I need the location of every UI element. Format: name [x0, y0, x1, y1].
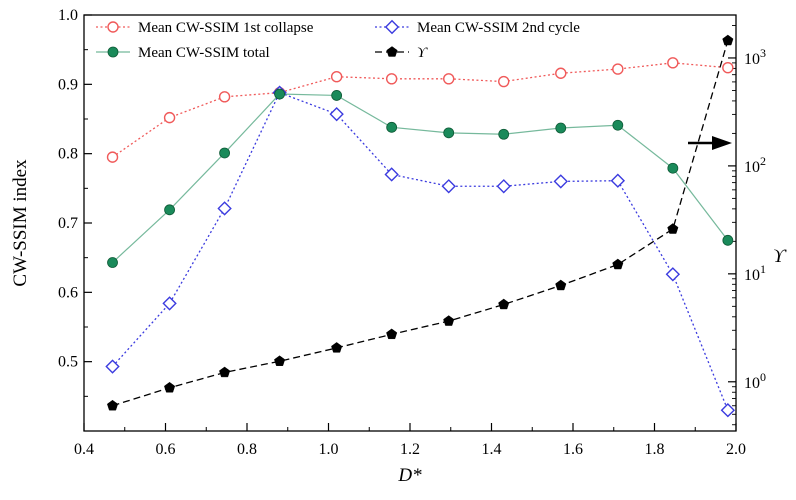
x-tick-label: 0.6: [156, 441, 176, 458]
data-point: [386, 46, 398, 57]
axis-labels: 0.4 0.6 0.8 1.0 1.2 1.4 1.6 1.8 2.0 0.5 0.6 0.7 0.8 0…: [10, 7, 787, 486]
x-tick-label: 0.8: [237, 441, 257, 458]
series-2: [105, 85, 736, 418]
data-point: [386, 121, 398, 133]
y2-axis-title: ϒ: [773, 246, 787, 267]
data-point: [330, 71, 343, 83]
data-point: [218, 91, 231, 103]
data-point: [612, 119, 624, 131]
data-point: [610, 173, 626, 188]
data-point: [722, 234, 734, 246]
legend-item-4: ϒ: [375, 45, 428, 61]
data-point: [164, 204, 175, 216]
data-point: [163, 111, 176, 124]
series-line: [112, 62, 728, 158]
y2-tick-label: 101: [744, 262, 766, 284]
x-tick-label: 0.4: [74, 441, 94, 458]
data-point: [667, 162, 679, 174]
data-point: [219, 147, 230, 159]
series-4: [106, 34, 734, 411]
data-point: [329, 106, 344, 122]
data-point: [107, 21, 119, 33]
y2-tick-label: 102: [744, 154, 766, 176]
series-layer: [105, 34, 736, 418]
data-point: [106, 151, 119, 163]
data-point: [722, 34, 734, 46]
legend: Mean CW-SSIM 1st collapse Mean CW-SSIM 2n…: [96, 19, 580, 61]
data-point: [720, 403, 736, 418]
data-point: [665, 267, 681, 282]
data-point: [384, 19, 400, 35]
series-3: [107, 88, 734, 268]
legend-label: Mean CW-SSIM 2nd cycle: [417, 20, 580, 36]
data-point: [498, 128, 510, 140]
data-point: [443, 127, 455, 139]
y-tick-label: 0.8: [58, 146, 78, 163]
data-point: [612, 258, 624, 270]
data-point: [386, 328, 398, 340]
data-point: [385, 73, 398, 85]
data-point: [331, 90, 343, 101]
data-point: [274, 88, 286, 100]
legend-item-1: Mean CW-SSIM 1st collapse: [96, 20, 314, 36]
data-point: [106, 399, 119, 411]
legend-item-2: Mean CW-SSIM 2nd cycle: [375, 19, 580, 36]
y-tick-label: 0.9: [58, 76, 78, 93]
data-point: [441, 179, 456, 194]
axes-layer: [83, 14, 737, 432]
y2-tick-label: 100: [744, 370, 766, 392]
x-tick-label: 1.6: [563, 441, 583, 458]
data-point: [105, 359, 120, 374]
series-line: [112, 91, 729, 411]
data-point: [217, 201, 232, 216]
x-tick-label: 1.0: [319, 441, 339, 458]
x-tick-label: 1.4: [482, 441, 502, 458]
data-point: [274, 355, 286, 366]
plot-frame: [83, 14, 737, 432]
series-line: [112, 93, 729, 263]
legend-label: Mean CW-SSIM 1st collapse: [138, 20, 314, 36]
data-point: [162, 296, 177, 311]
data-point: [496, 179, 511, 194]
data-point: [443, 315, 455, 326]
data-point: [443, 73, 455, 85]
data-point: [107, 46, 119, 58]
data-point: [722, 61, 734, 74]
legend-item-3: Mean CW-SSIM total: [96, 45, 270, 61]
data-point: [498, 75, 510, 88]
data-point: [555, 122, 567, 134]
data-point: [219, 366, 231, 378]
data-point: [498, 298, 510, 310]
y-axis-title: CW-SSIM index: [10, 159, 31, 287]
data-point: [107, 257, 118, 268]
legend-label: Mean CW-SSIM total: [138, 45, 270, 61]
data-point: [612, 63, 624, 75]
x-tick-label: 1.8: [645, 441, 665, 458]
data-point: [164, 381, 176, 393]
data-point: [331, 342, 343, 353]
y-tick-label: 0.6: [58, 284, 78, 301]
x-axis-title: D*: [397, 465, 422, 486]
data-point: [553, 174, 568, 189]
data-point: [667, 57, 679, 69]
series-1: [106, 57, 734, 163]
axis-arrow-head: [712, 136, 732, 150]
y2-tick-label: 103: [744, 46, 766, 68]
data-point: [555, 279, 567, 291]
legend-label: ϒ: [417, 45, 428, 61]
y-tick-label: 1.0: [58, 7, 78, 24]
series-line: [112, 40, 729, 407]
data-point: [555, 67, 567, 79]
data-point: [667, 223, 679, 234]
y-tick-label: 0.7: [58, 215, 78, 232]
x-tick-label: 2.0: [726, 441, 746, 458]
y-tick-label: 0.5: [58, 354, 78, 371]
data-point: [384, 167, 399, 182]
x-tick-label: 1.2: [400, 441, 420, 458]
